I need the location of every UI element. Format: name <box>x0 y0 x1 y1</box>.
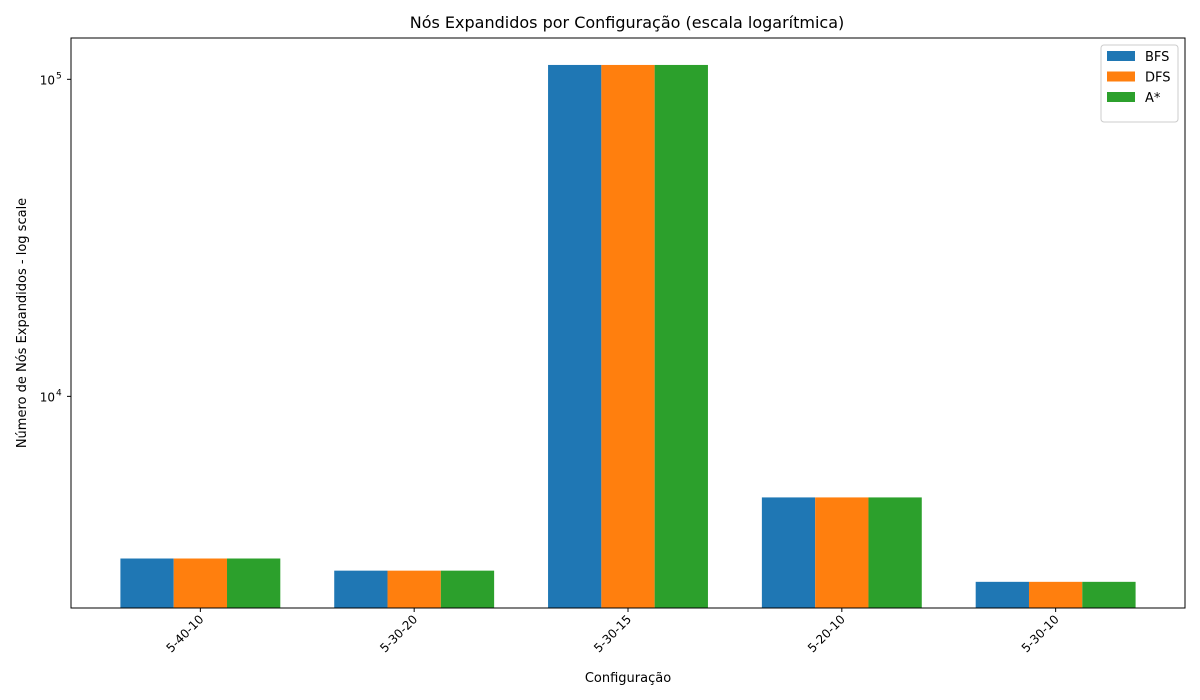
x-tick-label: 5-30-10 <box>1019 612 1062 655</box>
bar-dfs-5-20-10 <box>815 497 869 608</box>
y-tick-exponent: 4 <box>56 388 62 398</box>
bar-astar-5-40-10 <box>227 558 281 608</box>
bar-dfs-5-40-10 <box>173 558 228 608</box>
x-tick-label: 5-30-20 <box>377 612 420 655</box>
x-tick-label: 5-20-10 <box>805 612 848 655</box>
bar-dfs-5-30-20 <box>387 570 441 608</box>
y-axis-label: Número de Nós Expandidos - log scale <box>15 198 30 448</box>
legend-label: DFS <box>1145 71 1171 86</box>
x-tick-label: 5-40-10 <box>163 612 206 655</box>
x-axis-ticks: 5-40-10 5-30-20 5-30-15 5-20-10 5-30-10 <box>163 608 1062 655</box>
legend-swatch <box>1107 51 1135 61</box>
legend-label: BFS <box>1145 50 1169 65</box>
bar-bfs-5-30-20 <box>334 570 388 608</box>
bar-astar-5-30-10 <box>1082 581 1136 608</box>
bar-bfs-5-40-10 <box>120 558 174 608</box>
bar-astar-5-20-10 <box>868 497 922 608</box>
bar-dfs-5-30-15 <box>601 64 655 608</box>
bar-astar-5-30-20 <box>440 570 495 608</box>
bar-astar-5-30-15 <box>654 64 708 608</box>
x-axis-label: Configuração <box>585 671 671 686</box>
y-tick-exponent: 5 <box>56 71 62 81</box>
legend-label: A* <box>1145 91 1161 106</box>
y-tick-label: 10 <box>40 390 55 404</box>
legend: BFS DFS A* <box>1100 44 1179 123</box>
x-tick-label: 5-30-15 <box>591 612 634 655</box>
legend-swatch <box>1107 92 1135 102</box>
chart-title: Nós Expandidos por Configuração (escala … <box>410 13 845 32</box>
bar-bfs-5-30-15 <box>548 64 602 608</box>
legend-box <box>1100 44 1179 123</box>
bars-group <box>120 64 1136 608</box>
bar-dfs-5-30-10 <box>1028 581 1083 608</box>
y-tick-label: 10 <box>40 73 55 87</box>
bar-bfs-5-30-10 <box>975 581 1029 608</box>
bar-bfs-5-20-10 <box>761 497 816 608</box>
legend-swatch <box>1107 71 1135 82</box>
